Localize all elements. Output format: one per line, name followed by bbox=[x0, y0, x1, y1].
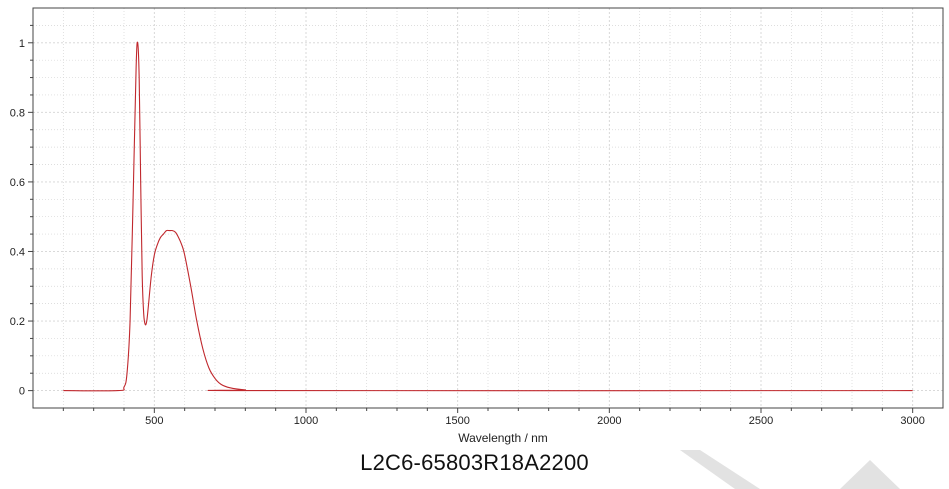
y-tick-label: 0.2 bbox=[10, 316, 25, 328]
y-tick-label: 0.8 bbox=[10, 107, 25, 119]
x-tick-label: 1500 bbox=[445, 415, 469, 427]
x-tick-label: 2500 bbox=[749, 415, 773, 427]
spectrum-series-line bbox=[63, 41, 913, 392]
y-tick-label: 0.4 bbox=[10, 246, 25, 258]
x-tick-label: 1000 bbox=[294, 415, 318, 427]
y-tick-label: 0.6 bbox=[10, 177, 25, 189]
x-tick-label: 500 bbox=[145, 415, 163, 427]
chart-caption: L2C6-65803R18A2200 bbox=[360, 450, 589, 475]
x-tick-label: 3000 bbox=[900, 415, 924, 427]
x-axis-title: Wavelength / nm bbox=[458, 431, 548, 445]
x-axis-ticks: 500 1000 1500 2000 2500 3000 bbox=[62, 408, 925, 427]
y-tick-label: 1 bbox=[19, 38, 25, 50]
y-axis-ticks: 0 0.2 0.4 0.6 0.8 1 bbox=[10, 24, 33, 398]
x-tick-label: 2000 bbox=[597, 415, 621, 427]
grid-lines bbox=[33, 8, 943, 408]
watermark-shape bbox=[680, 450, 900, 489]
y-tick-label: 0 bbox=[19, 386, 25, 398]
